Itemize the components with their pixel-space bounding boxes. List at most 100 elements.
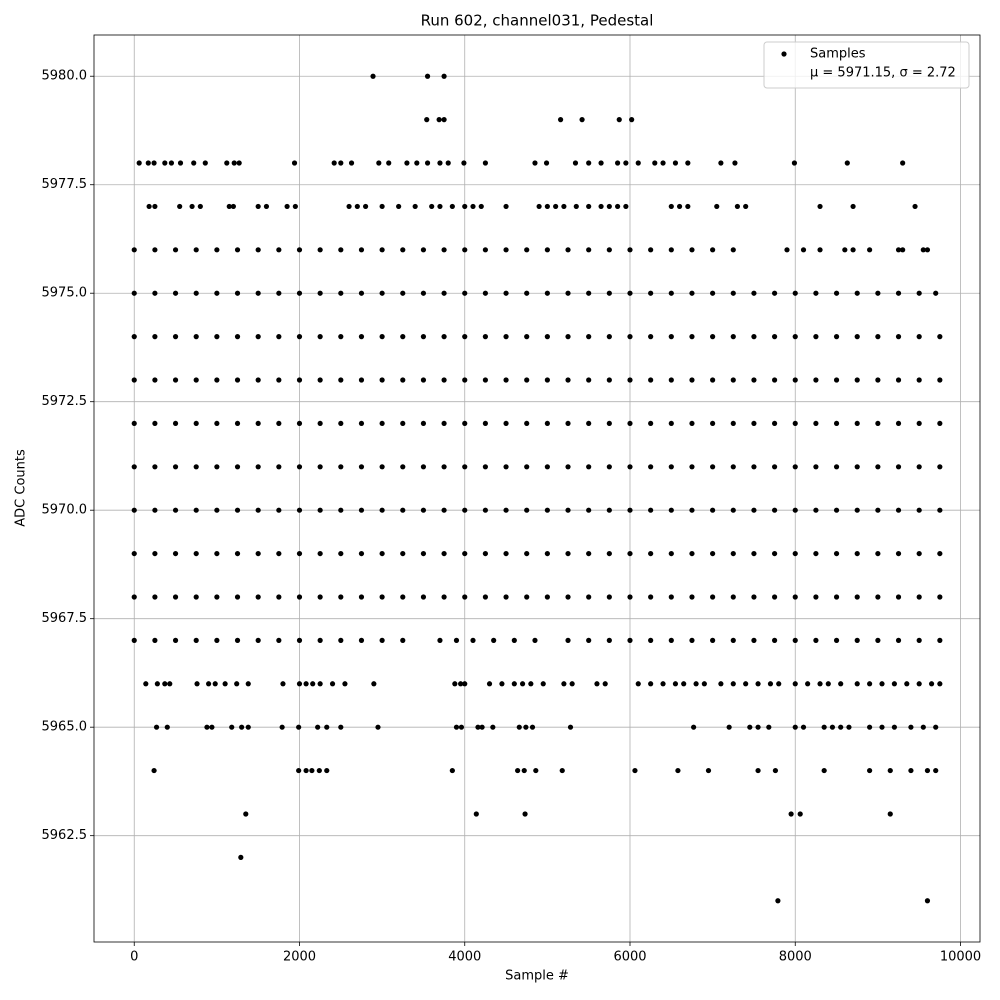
point	[379, 507, 385, 513]
point	[887, 767, 893, 774]
point	[214, 550, 220, 557]
point	[400, 637, 406, 643]
point	[615, 160, 621, 166]
point	[648, 550, 654, 557]
point	[648, 377, 654, 383]
point	[234, 247, 241, 253]
point	[771, 637, 778, 643]
point	[730, 637, 736, 643]
point	[710, 247, 716, 253]
point	[743, 681, 749, 687]
point	[462, 420, 468, 427]
point	[404, 160, 410, 166]
point	[414, 160, 420, 166]
legend-marker	[781, 51, 787, 57]
point	[916, 290, 922, 296]
point	[718, 160, 724, 166]
point	[833, 637, 840, 643]
point	[303, 681, 309, 687]
point	[726, 724, 732, 730]
point	[920, 724, 926, 730]
point	[730, 377, 736, 383]
point	[648, 290, 654, 296]
point	[255, 550, 261, 557]
point	[162, 160, 168, 166]
point	[214, 334, 220, 340]
point	[296, 681, 303, 687]
point	[730, 594, 736, 600]
point	[710, 420, 716, 427]
point	[854, 594, 860, 600]
point	[358, 594, 365, 600]
point	[668, 334, 674, 340]
point	[276, 290, 282, 296]
point	[867, 681, 873, 687]
point	[503, 290, 509, 296]
point	[482, 594, 488, 600]
point	[553, 203, 559, 210]
point	[916, 377, 922, 383]
point	[675, 767, 681, 774]
point	[833, 377, 840, 383]
point	[338, 290, 344, 296]
point	[317, 247, 323, 253]
point	[309, 767, 315, 774]
point	[846, 724, 852, 730]
point	[276, 420, 282, 427]
point	[152, 377, 158, 383]
point	[358, 464, 365, 470]
point	[627, 507, 633, 513]
point	[204, 724, 210, 730]
point	[771, 507, 778, 513]
point	[296, 724, 302, 730]
point	[296, 377, 303, 383]
point	[177, 203, 183, 210]
point	[167, 681, 173, 687]
point	[503, 420, 509, 427]
point	[771, 290, 778, 296]
point	[627, 290, 633, 296]
point	[730, 464, 736, 470]
point	[627, 594, 633, 600]
point	[805, 681, 811, 687]
point	[230, 203, 236, 210]
point	[461, 160, 467, 166]
point	[900, 160, 906, 166]
point	[586, 594, 592, 600]
point	[491, 637, 497, 643]
point	[579, 117, 585, 123]
point	[924, 767, 931, 774]
point	[226, 203, 232, 210]
point	[813, 334, 819, 340]
point	[615, 203, 621, 210]
point	[916, 464, 922, 470]
point	[317, 594, 323, 600]
point	[193, 420, 199, 427]
point	[710, 594, 716, 600]
point	[371, 681, 377, 687]
point	[775, 898, 781, 904]
point	[238, 854, 244, 860]
point	[255, 203, 261, 210]
point	[606, 594, 612, 600]
point	[817, 247, 823, 253]
point	[908, 767, 914, 774]
point	[296, 464, 303, 470]
point	[586, 464, 592, 470]
point	[879, 681, 885, 687]
point	[767, 681, 774, 687]
point	[276, 550, 282, 557]
point	[668, 377, 674, 383]
point	[424, 160, 431, 166]
point	[532, 160, 538, 166]
point	[792, 507, 798, 513]
point	[685, 203, 691, 210]
point	[544, 550, 550, 557]
legend-box	[763, 41, 970, 89]
point	[458, 681, 464, 687]
point	[833, 550, 840, 557]
point	[668, 420, 674, 427]
point	[214, 290, 220, 296]
point	[751, 334, 757, 340]
point	[813, 507, 819, 513]
